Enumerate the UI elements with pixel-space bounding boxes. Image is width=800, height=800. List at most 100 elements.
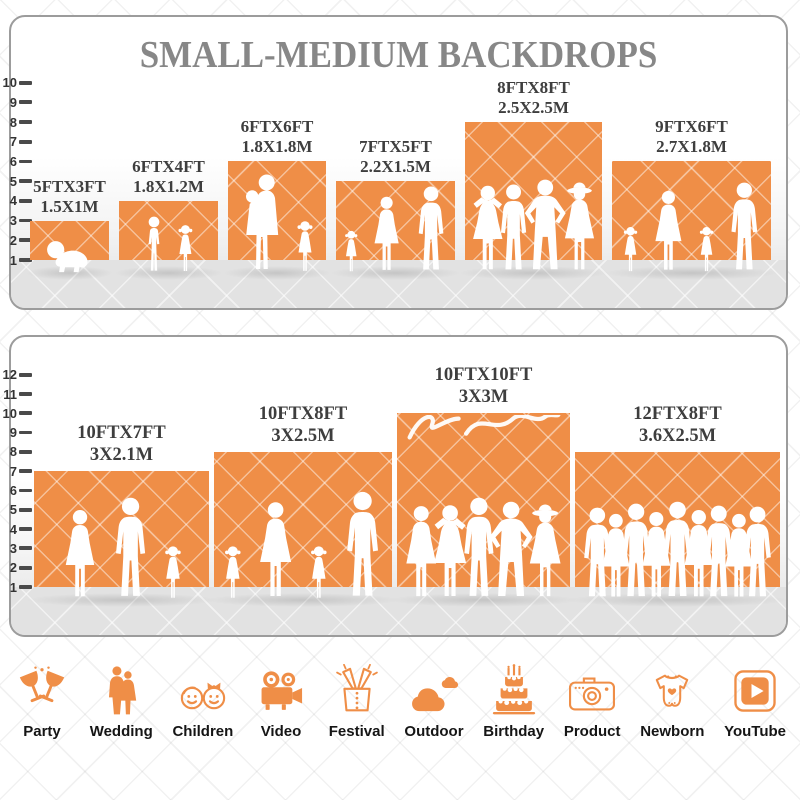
ruler-tick-7: 7 (0, 464, 32, 479)
ruler-tick-11: 11 (0, 386, 32, 402)
category-outdoor: Outdoor (404, 660, 464, 740)
ruler-tick-12: 12 (0, 367, 32, 383)
children-icon (177, 660, 229, 716)
size-meters: 1.8X1.8M (241, 136, 313, 156)
ground-strip (11, 587, 786, 635)
category-label: Birthday (483, 723, 545, 740)
ruler-tick-10: 10 (0, 75, 32, 90)
backdrop-preview (604, 161, 779, 280)
woman-silhouette (374, 196, 399, 270)
ruler-tick-label: 2 (9, 232, 17, 248)
size-feet: 10FTX10FT (434, 365, 533, 386)
ruler-tick-mark (19, 198, 32, 203)
ruler-tick-label: 3 (9, 540, 17, 556)
ruler-tick-9: 9 (0, 95, 32, 110)
backdrop-preview (114, 201, 223, 280)
people-silhouettes (142, 215, 195, 273)
ruler-tick-label: 11 (3, 386, 17, 402)
category-product: Product (564, 660, 620, 740)
category-youtube: YouTube (724, 660, 786, 740)
category-label: Wedding (89, 723, 153, 740)
category-newborn: Newborn (640, 660, 704, 740)
ruler-tick-mark (19, 469, 32, 474)
ground-shadow (330, 266, 461, 280)
category-label: Video (260, 723, 302, 740)
size-meters: 2.5X2.5M (498, 97, 569, 117)
ruler-tick-label: 5 (9, 502, 17, 518)
ruler-tick-10: 10 (0, 405, 32, 421)
ruler-tick-label: 7 (9, 134, 17, 150)
size-meters: 2.2X1.5M (360, 156, 431, 176)
ruler-tick-1: 1 (0, 253, 32, 268)
category-party: Party (14, 660, 70, 740)
backdrop-size-label: 10FTX7FT 3X2.1M (77, 423, 165, 467)
size-meters: 3X3M (458, 387, 509, 408)
backdrop-10ftx8ft: 10FTX8FT 3X2.5M (205, 404, 401, 607)
backdrop-size-label: 6FTX4FT 1.8X1.2M (132, 157, 205, 197)
girl-silhouette (311, 546, 327, 598)
size-feet: 12FTX8FT (633, 404, 722, 425)
ruler-tick-8: 8 (0, 114, 32, 130)
backdrop-preview (458, 122, 609, 280)
ruler-tick-label: 10 (2, 405, 17, 421)
boy-silhouette (148, 216, 159, 271)
backdrop-5ftx3ft: 5FTX3FT 1.5X1M (26, 177, 113, 280)
woman-silhouette (260, 502, 292, 596)
ruler-tick-label: 4 (9, 521, 17, 537)
category-label: Party (23, 723, 61, 740)
ruler-tick-mark (19, 565, 32, 570)
wedding-icon (95, 660, 147, 716)
ruler-tick-mark (19, 546, 32, 551)
backdrop-12ftx8ft: 12FTX8FT 3.6X2.5M (564, 404, 791, 607)
ruler-tick-label: 4 (9, 193, 17, 209)
man-silhouette (731, 182, 758, 270)
backdrop-preview (25, 471, 218, 607)
woman-hat-silhouette (564, 182, 594, 270)
ruler-tick-mark (19, 258, 32, 262)
backdrop-preview (26, 221, 113, 280)
size-meters: 2.7X1.8M (656, 136, 727, 156)
backdrop-size-label: 9FTX6FT 2.7X1.8M (655, 117, 728, 157)
ruler-tick-2: 2 (0, 560, 32, 575)
category-birthday: Birthday (483, 660, 544, 740)
size-feet: 7FTX5FT (359, 136, 432, 156)
newborn-icon (647, 660, 697, 716)
ruler-tick-mark (19, 585, 32, 589)
ruler-tick-6: 6 (0, 483, 32, 498)
girl-silhouette (344, 230, 357, 272)
backdrop-size-label: 10FTX8FT 3X2.5M (259, 404, 347, 448)
ruler-tick-label: 8 (9, 444, 17, 460)
people-silhouettes (342, 185, 449, 273)
panel-medium-large: 12 11 10 9 8 7 6 5 4 3 2 1 10FTX7FT 3X2.1M 10FTX8FT 3X… (3, 335, 791, 637)
ruler-tick-label: 8 (9, 114, 17, 130)
backdrop-8ftx8ft: 8FTX8FT 2.5X2.5M (458, 78, 609, 280)
category-wedding: Wedding (90, 660, 153, 740)
ruler-tick-mark (19, 159, 32, 164)
ruler-tick-label: 6 (9, 483, 17, 498)
ruler-tick-label: 12 (2, 367, 17, 383)
ruler-tick-mark (19, 507, 32, 512)
ground-shadow (388, 593, 579, 607)
backdrop-6ftx4ft: 6FTX4FT 1.8X1.2M (114, 157, 223, 280)
woman-silhouette (65, 510, 94, 597)
page-title: SMALL-MEDIUM BACKDROPS (139, 34, 658, 76)
birthday-icon (488, 660, 540, 716)
category-video: Video (253, 660, 309, 740)
people-silhouettes (59, 496, 183, 600)
size-meters: 3.6X2.5M (638, 426, 717, 447)
category-label: Outdoor (404, 723, 464, 740)
girl-silhouette (699, 227, 713, 272)
ruler-tick-mark (19, 139, 32, 144)
ruler-tick-3: 3 (0, 540, 32, 556)
backdrop-size-label: 5FTX3FT 1.5X1M (33, 177, 106, 217)
backdrop-preview (564, 452, 791, 607)
backdrop-6ftx6ft: 6FTX6FT 1.8X1.8M (223, 117, 331, 280)
ruler-tick-6: 6 (0, 154, 32, 169)
ruler-tick-mark (19, 372, 32, 377)
backdrop-size-label: 6FTX6FT 1.8X1.8M (241, 117, 314, 157)
ruler-tick-label: 1 (9, 579, 17, 595)
ground-shadow (564, 593, 791, 607)
ruler-tick-mark (19, 80, 32, 85)
ruler-tick-mark (19, 488, 32, 493)
ruler-tick-mark (19, 120, 32, 124)
